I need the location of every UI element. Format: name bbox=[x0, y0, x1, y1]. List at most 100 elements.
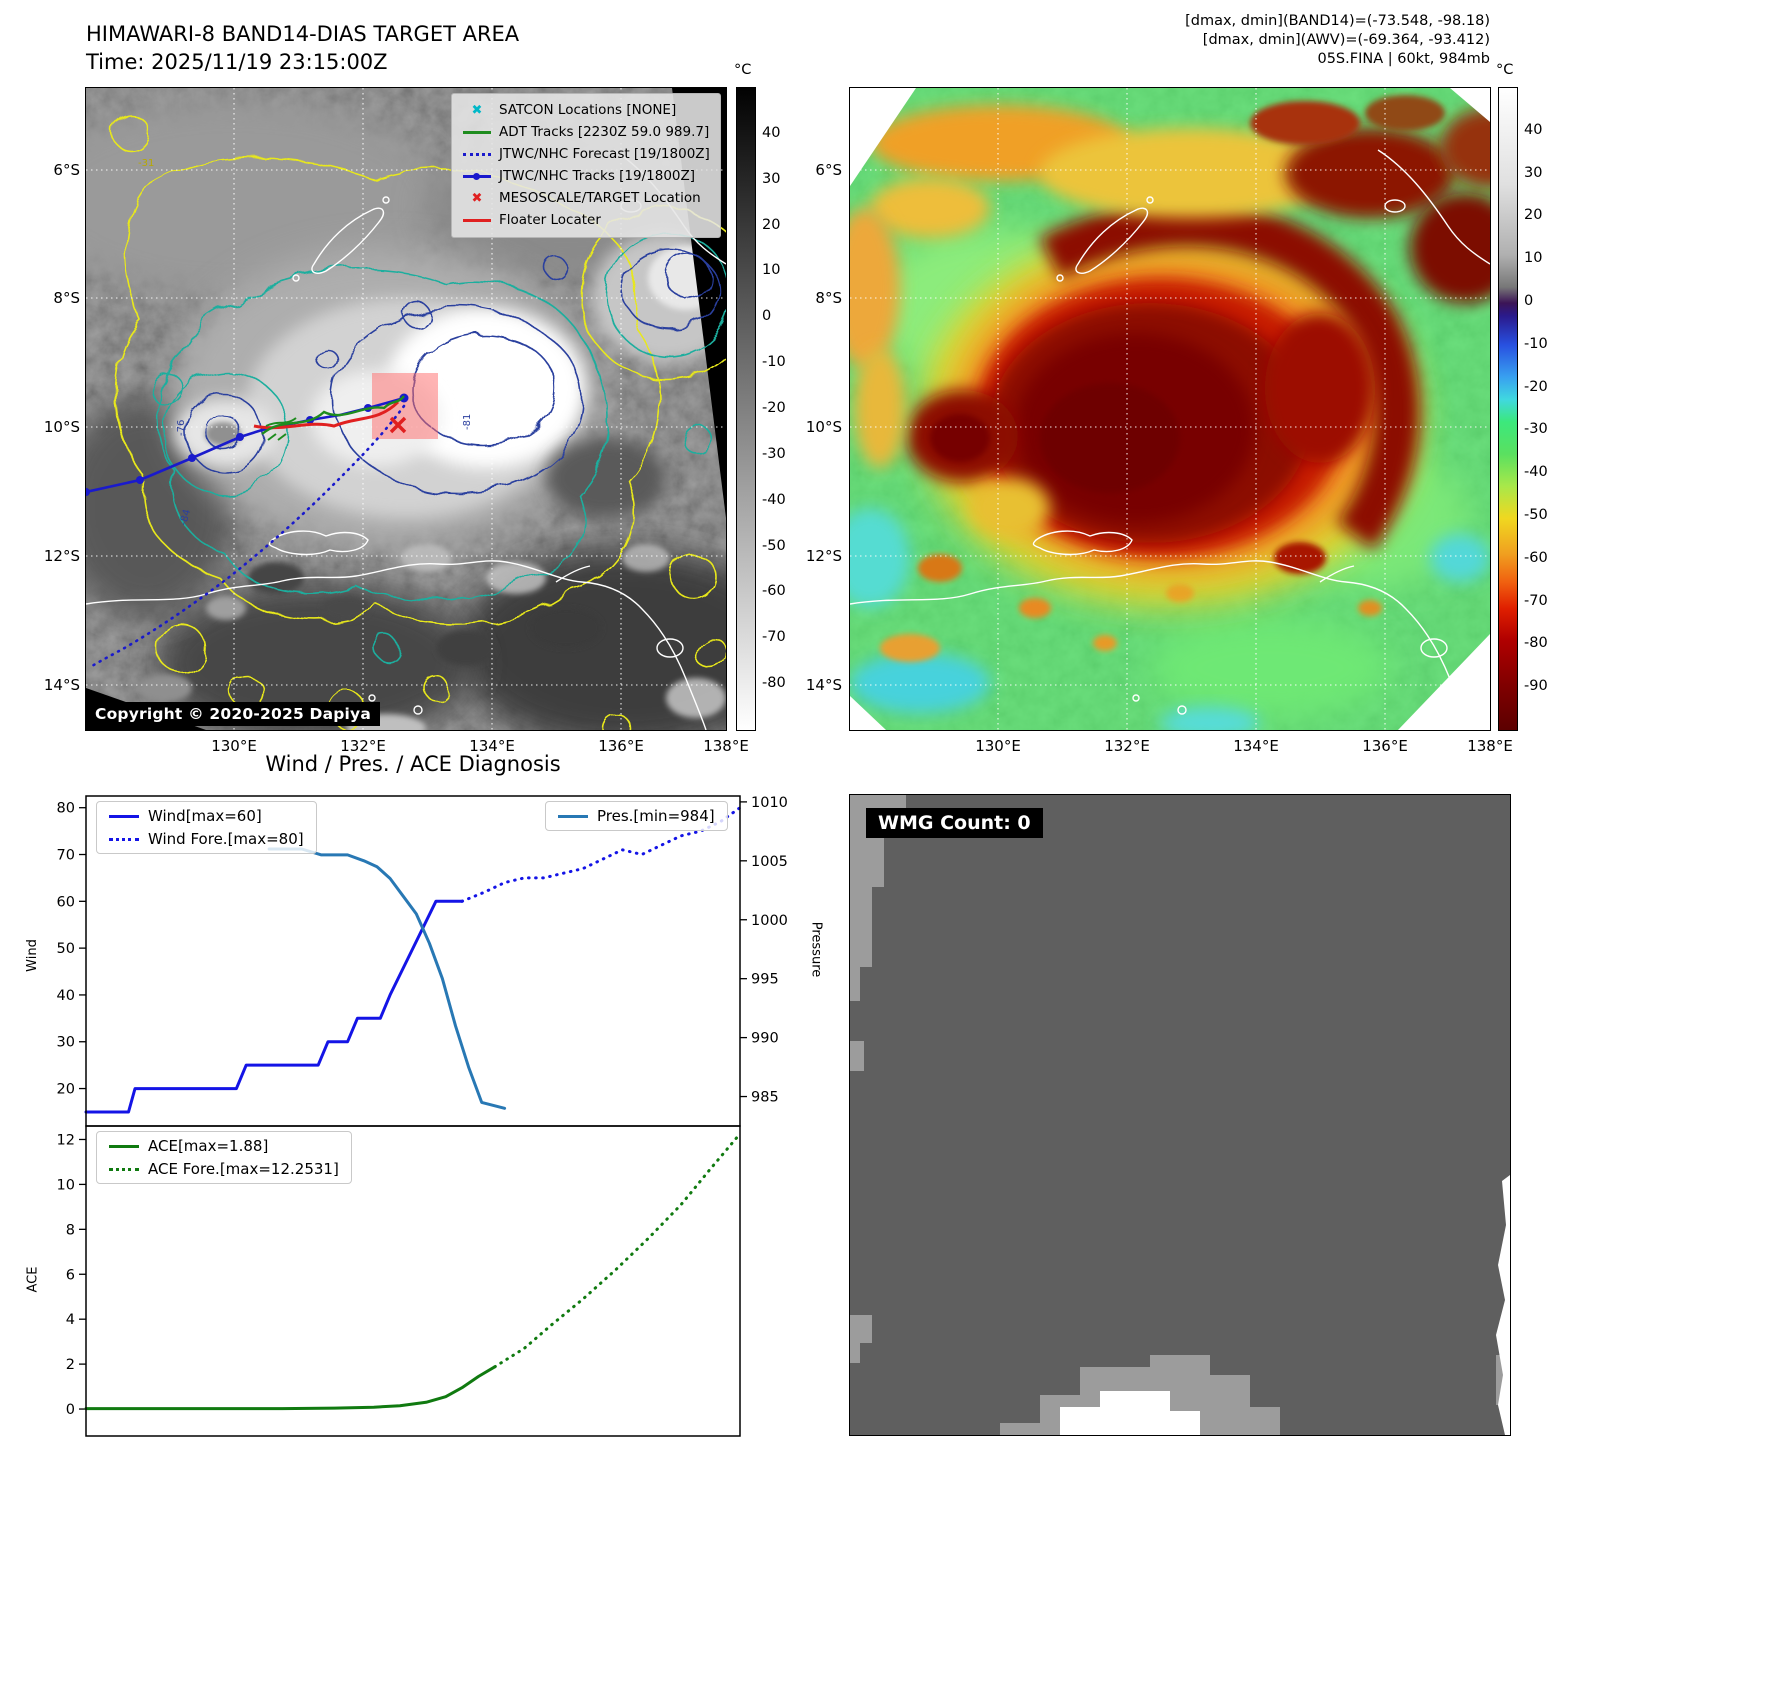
colorbar-unit-label: °C bbox=[1496, 62, 1514, 78]
x-marker-icon: ✖ bbox=[471, 103, 483, 118]
y-tick-label: 60 bbox=[57, 894, 75, 910]
colorbar-tick-label: 30 bbox=[1524, 165, 1543, 181]
colorbar-unit-label: °C bbox=[734, 62, 752, 78]
wind-forecast-line-sample bbox=[109, 837, 139, 841]
legend-label: SATCON Locations [NONE] bbox=[499, 102, 677, 118]
lat-tick-label: 14°S bbox=[805, 676, 842, 694]
legend-item: ✖ SATCON Locations [NONE] bbox=[462, 101, 710, 120]
line-sample-icon bbox=[462, 131, 492, 134]
wind-pressure-chart: 20 30 40 50 60 70 80 985 990 995 1000 1005 1010 bbox=[57, 795, 788, 1127]
legend-item: Floater Locater bbox=[462, 211, 710, 230]
graticule bbox=[850, 88, 1490, 730]
jtwc-forecast-track bbox=[90, 404, 406, 668]
colorbar-tick-label: -70 bbox=[762, 629, 786, 645]
ace-axis-label: ACE bbox=[25, 1266, 41, 1293]
wind-line-sample bbox=[109, 814, 139, 818]
wmg-count-label: WMG Count: 0 bbox=[866, 808, 1043, 838]
no-data-region bbox=[1398, 634, 1490, 730]
colorbar-tick-label: 10 bbox=[1524, 250, 1543, 266]
colorbar-tick-label: 20 bbox=[1524, 207, 1543, 223]
y-tick-label: 985 bbox=[751, 1090, 779, 1106]
no-data-region bbox=[850, 88, 916, 186]
x-marker-icon: ✖ bbox=[471, 191, 483, 206]
colorbar-tick-label: 20 bbox=[762, 217, 781, 233]
ace-legend: ACE[max=1.88] ACE Fore.[max=12.2531] bbox=[96, 1131, 352, 1184]
pressure-axis-label: Pressure bbox=[808, 921, 824, 978]
lat-tick-label: 14°S bbox=[43, 676, 80, 694]
series-ace-fore-max-12-2531- bbox=[493, 1132, 742, 1369]
colorbar-tick-label: -60 bbox=[762, 583, 786, 599]
y-tick-label: 1000 bbox=[751, 913, 788, 929]
lat-tick-label: 6°S bbox=[53, 161, 80, 179]
contour-label: -76 bbox=[176, 420, 187, 436]
colorbar-tick-label: -10 bbox=[1524, 336, 1548, 352]
colorbar-tick-label: -50 bbox=[1524, 507, 1548, 523]
y-tick-label: 1010 bbox=[751, 795, 788, 811]
wind-forecast-legend-label: Wind Fore.[max=80] bbox=[148, 830, 304, 848]
awv-cloud-field bbox=[850, 88, 1490, 730]
y-tick-label: 20 bbox=[57, 1082, 75, 1098]
pressure-legend: Pres.[min=984] bbox=[545, 801, 728, 831]
coastlines bbox=[850, 149, 1490, 730]
colorbar-tick-label: 0 bbox=[1524, 293, 1534, 309]
lat-tick-label: 8°S bbox=[815, 289, 842, 307]
band14-title: HIMAWARI-8 BAND14-DIAS TARGET AREA bbox=[86, 22, 520, 46]
legend-label: ADT Tracks [2230Z 59.0 989.7] bbox=[499, 124, 710, 140]
lon-tick-label: 130°E bbox=[211, 737, 257, 755]
lat-tick-label: 12°S bbox=[43, 547, 80, 565]
ace-line-sample bbox=[109, 1144, 139, 1148]
y-tick-label: 2 bbox=[66, 1357, 75, 1373]
header-info: [dmax, dmin](BAND14)=(-73.548, -98.18) [… bbox=[990, 12, 1490, 69]
colorbar-tick-label: -40 bbox=[762, 492, 786, 508]
y-tick-label: 8 bbox=[66, 1222, 75, 1238]
floater-locater-line bbox=[253, 400, 400, 430]
series-wind-max-60- bbox=[84, 899, 464, 1114]
lon-tick-label: 138°E bbox=[1467, 737, 1513, 755]
adt-track bbox=[261, 395, 405, 441]
lat-tick-label: 10°S bbox=[43, 418, 80, 436]
y-tick-label: 995 bbox=[751, 972, 779, 988]
lon-tick-label: 138°E bbox=[703, 737, 749, 755]
copyright-label: Copyright © 2020-2025 Dapiya bbox=[86, 702, 381, 726]
no-data-region bbox=[1450, 88, 1490, 122]
legend-item: ACE Fore.[max=12.2531] bbox=[109, 1160, 339, 1178]
lat-tick-label: 8°S bbox=[53, 289, 80, 307]
y-tick-label: 12 bbox=[57, 1132, 75, 1148]
colorbar-tick-label: -10 bbox=[762, 354, 786, 370]
series-pres-min-984- bbox=[267, 847, 507, 1110]
colorbar-tick-label: -70 bbox=[1524, 593, 1548, 609]
colorbar-tick-label: 30 bbox=[762, 171, 781, 187]
contour-label: -31 bbox=[138, 158, 154, 169]
lon-tick-label: 136°E bbox=[1362, 737, 1408, 755]
target-x-marker bbox=[389, 416, 407, 434]
legend-label: JTWC/NHC Forecast [19/1800Z] bbox=[499, 146, 710, 162]
lon-tick-label: 130°E bbox=[975, 737, 1021, 755]
pressure-line-sample bbox=[558, 814, 588, 818]
colorbar-tick-label: -90 bbox=[1524, 678, 1548, 694]
lon-tick-label: 134°E bbox=[469, 737, 515, 755]
y-tick-label: 6 bbox=[66, 1267, 75, 1283]
awv-satellite-image bbox=[850, 88, 1490, 730]
wmg-white-patches bbox=[1060, 1175, 1510, 1435]
y-tick-label: 0 bbox=[66, 1402, 75, 1418]
series-wind-fore-max-80- bbox=[460, 806, 742, 903]
line-sample-icon bbox=[462, 173, 492, 180]
legend-item: Wind Fore.[max=80] bbox=[109, 830, 304, 848]
colorbar-tick-label: -50 bbox=[762, 538, 786, 554]
colorbar-tick-label: -40 bbox=[1524, 464, 1548, 480]
info-line-storm-status: 05S.FINA | 60kt, 984mb bbox=[1317, 51, 1490, 67]
y-tick-label: 1005 bbox=[751, 854, 788, 870]
awv-colorbar bbox=[1498, 87, 1518, 731]
band14-map-legend: ✖ SATCON Locations [NONE] ADT Tracks [2230… bbox=[451, 93, 721, 238]
band14-colorbar bbox=[736, 87, 756, 731]
y-tick-label: 40 bbox=[57, 988, 75, 1004]
y-tick-label: 990 bbox=[751, 1031, 779, 1047]
legend-label: JTWC/NHC Tracks [19/1800Z] bbox=[499, 168, 696, 184]
colorbar-tick-label: -30 bbox=[1524, 421, 1548, 437]
wmg-panel bbox=[849, 794, 1511, 1436]
legend-item: ACE[max=1.88] bbox=[109, 1137, 339, 1155]
info-line-band14: [dmax, dmin](BAND14)=(-73.548, -98.18) bbox=[1185, 13, 1490, 29]
info-line-awv: [dmax, dmin](AWV)=(-69.364, -93.412) bbox=[1202, 32, 1490, 48]
y-tick-label: 50 bbox=[57, 941, 75, 957]
